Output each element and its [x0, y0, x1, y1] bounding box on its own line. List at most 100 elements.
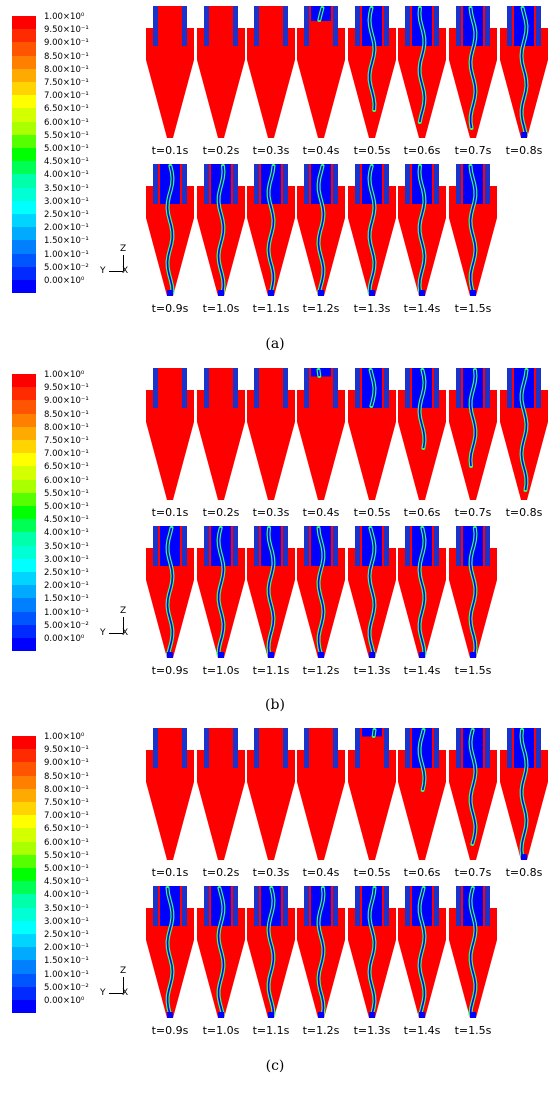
legend-swatch: [12, 532, 36, 546]
axis-z-label: Z: [120, 966, 127, 976]
cyclone-contour: [247, 728, 295, 860]
cyclone-contour: [247, 368, 295, 500]
legend-swatch: [12, 558, 36, 572]
cyclone-snapshot: t=0.3s: [247, 728, 295, 879]
legend-swatch: [12, 545, 36, 559]
legend-label: 5.00×10⁻¹: [44, 864, 89, 874]
cyclone-snapshot: t=1.4s: [398, 886, 446, 1037]
legend-label: 9.00×10⁻¹: [44, 396, 89, 407]
legend-label: 5.00×10⁻²: [44, 982, 89, 993]
legend-swatch: [12, 841, 36, 855]
time-label: t=0.1s: [151, 506, 189, 519]
legend-label: 1.00×10⁰: [44, 732, 85, 742]
legend-swatch: [12, 440, 36, 454]
cyclone-contour: [247, 164, 295, 296]
axis-y-label: Y: [100, 266, 106, 276]
legend-swatch: [12, 986, 36, 1000]
axis-x-label: X: [122, 628, 129, 638]
legend-swatch: [12, 973, 36, 987]
time-label: t=0.7s: [454, 506, 492, 519]
legend-label: 3.50×10⁻¹: [44, 903, 89, 914]
legend-swatch: [12, 775, 36, 789]
axis-triad: Z Y X: [100, 966, 140, 1006]
legend-swatch: [12, 881, 36, 895]
legend-label: 1.50×10⁻¹: [44, 594, 89, 605]
axis-y-label: Y: [100, 988, 106, 998]
legend-label: 6.00×10⁻¹: [44, 117, 89, 128]
legend-label: 3.50×10⁻¹: [44, 541, 89, 552]
legend-swatch: [12, 134, 36, 148]
cyclone-contour: [398, 526, 446, 658]
legend-label: 3.00×10⁻¹: [44, 554, 89, 565]
cyclone-snapshot: t=1.3s: [348, 526, 396, 677]
legend-label: 1.00×10⁰: [44, 370, 85, 380]
legend-swatch: [12, 868, 36, 882]
legend-label: 8.00×10⁻¹: [44, 784, 89, 795]
axis-x-label: X: [122, 266, 129, 276]
time-label: t=0.1s: [151, 144, 189, 157]
cyclone-snapshot: t=0.2s: [197, 368, 245, 519]
legend-swatch: [12, 29, 36, 43]
cyclone-snapshot: t=1.5s: [449, 164, 497, 315]
legend-swatch: [12, 466, 36, 480]
legend-label: 9.50×10⁻¹: [44, 383, 89, 394]
cyclone-snapshot: t=1.1s: [247, 164, 295, 315]
cyclone-contour: [297, 526, 345, 658]
time-label: t=1.2s: [302, 664, 340, 677]
cyclone-snapshot: t=0.7s: [449, 6, 497, 157]
time-label: t=0.6s: [403, 866, 441, 879]
legend-swatch: [12, 815, 36, 829]
cyclone-snapshot: t=1.5s: [449, 886, 497, 1037]
legend-swatch: [12, 200, 36, 214]
cyclone-snapshot: t=0.9s: [146, 886, 194, 1037]
cyclone-snapshot: t=0.4s: [297, 6, 345, 157]
legend-label: 7.50×10⁻¹: [44, 436, 89, 446]
cyclone-contour: [449, 164, 497, 296]
legend-label: 8.50×10⁻¹: [44, 409, 89, 420]
panel-caption: (c): [265, 1058, 285, 1074]
time-label: t=1.3s: [353, 664, 391, 677]
legend-swatch: [12, 453, 36, 467]
figure-panel: 1.00×10⁰ 9.50×10⁻¹ 9.00×10⁻¹ 8.50×10⁻¹ 8.00×…: [0, 722, 550, 1062]
time-label: t=0.9s: [151, 664, 189, 677]
legend-swatch: [12, 802, 36, 816]
cyclone-contour: [500, 728, 548, 860]
legend-label: 2.00×10⁻¹: [44, 943, 89, 954]
cyclone-contour: [348, 6, 396, 138]
cyclone-snapshot: t=0.8s: [500, 368, 548, 519]
cyclone-snapshot: t=1.2s: [297, 526, 345, 677]
cyclone-contour: [146, 728, 194, 860]
legend-swatch: [12, 214, 36, 228]
cyclone-snapshot: t=0.9s: [146, 164, 194, 315]
legend-swatch: [12, 95, 36, 109]
cyclone-snapshot: t=1.4s: [398, 526, 446, 677]
legend-label: 6.00×10⁻¹: [44, 837, 89, 848]
legend-swatch: [12, 1000, 36, 1014]
cyclone-contour: [297, 728, 345, 860]
cyclone-contour: [398, 6, 446, 138]
cyclone-contour: [297, 6, 345, 138]
legend-swatch: [12, 960, 36, 974]
legend-swatch: [12, 894, 36, 908]
cyclone-snapshot: t=0.5s: [348, 728, 396, 879]
legend-label: 4.00×10⁻¹: [44, 170, 89, 181]
legend-label: 9.00×10⁻¹: [44, 38, 89, 49]
legend-label: 8.00×10⁻¹: [44, 422, 89, 433]
time-label: t=0.4s: [302, 144, 340, 157]
time-label: t=1.0s: [202, 302, 240, 315]
legend-label: 5.50×10⁻¹: [44, 850, 89, 861]
legend-swatch: [12, 266, 36, 280]
legend-swatch: [12, 174, 36, 188]
cyclone-snapshot: t=0.1s: [146, 368, 194, 519]
cyclone-snapshot: t=1.0s: [197, 164, 245, 315]
cyclone-snapshot: t=0.3s: [247, 6, 295, 157]
cyclone-contour: [146, 6, 194, 138]
panel-caption: (a): [265, 336, 285, 352]
legend-label: 3.00×10⁻¹: [44, 196, 89, 207]
cyclone-contour: [449, 886, 497, 1018]
time-label: t=1.2s: [302, 1024, 340, 1037]
time-label: t=0.8s: [505, 866, 543, 879]
time-label: t=0.5s: [353, 506, 391, 519]
legend-swatch: [12, 374, 36, 388]
time-label: t=0.2s: [202, 866, 240, 879]
